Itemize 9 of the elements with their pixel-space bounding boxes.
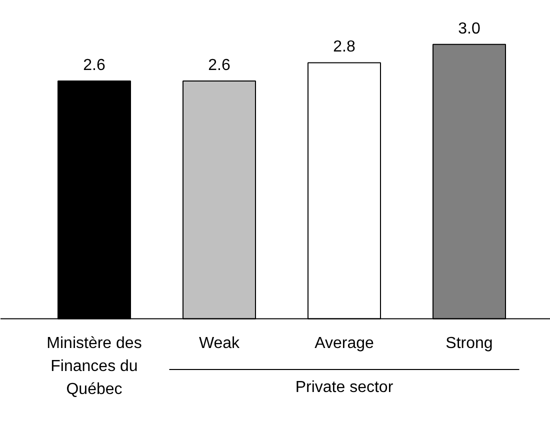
- x-tick-label: Average: [314, 335, 374, 352]
- text: Private sector: [295, 379, 394, 396]
- x-tick-label: Weak: [198, 335, 241, 352]
- data-label: 2.6: [208, 57, 230, 74]
- x-tick-label: Strong: [446, 335, 493, 352]
- data-label: 2.8: [333, 38, 356, 56]
- x-tick-label: Ministère des Finances du Québec: [46, 335, 142, 398]
- data-label: 2.6: [83, 57, 106, 74]
- data-label: 3.0: [458, 20, 480, 38]
